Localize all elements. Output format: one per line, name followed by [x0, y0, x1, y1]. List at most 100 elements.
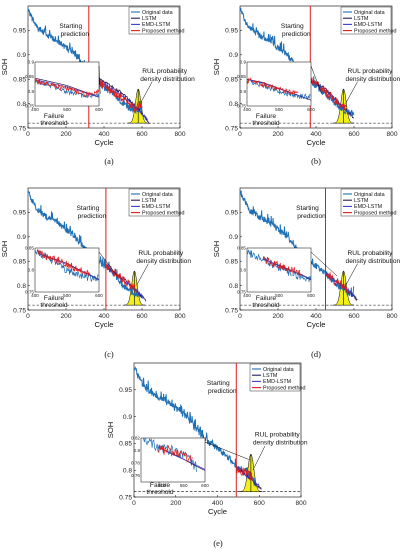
x-tick-label: 600 [136, 131, 147, 138]
panel-caption: (c) [104, 350, 114, 359]
y-tick-label: 0.75 [225, 307, 238, 314]
inset-x-tick-label: 600 [307, 107, 315, 112]
inset-y-tick-label: 0.8 [28, 268, 35, 273]
start-annotation-line2: prediction [297, 213, 326, 220]
x-tick-label: 600 [254, 500, 265, 507]
rul-annotation-line2: density distribution [136, 258, 191, 265]
legend-label: EMD-LSTM [142, 204, 171, 210]
inset-x-tick-label: 500 [275, 107, 283, 112]
x-axis-label: Cycle [307, 320, 326, 329]
y-axis-label: SOH [212, 59, 221, 75]
inset-x-tick-label: 500 [158, 483, 166, 488]
legend-label: LSTM [142, 16, 157, 22]
y-tick-label: 0.95 [13, 210, 26, 217]
failure-annotation-line2: threshold [252, 120, 279, 127]
inset-x-tick-label: 550 [180, 483, 188, 488]
x-tick-label: 0 [26, 131, 30, 138]
start-annotation-line1: Starting [77, 205, 100, 212]
x-tick-label: 200 [272, 313, 283, 320]
x-tick-label: 200 [60, 313, 71, 320]
y-tick-label: 0.9 [123, 414, 132, 421]
inset-y-tick-label: 0.85 [237, 246, 246, 251]
legend-label: LSTM [142, 198, 157, 204]
start-annotation-line1: Starting [296, 205, 319, 212]
rul-annotation-line2: density distribution [140, 76, 195, 83]
y-axis-label: SOH [0, 59, 9, 75]
x-tick-label: 800 [295, 500, 306, 507]
x-tick-label: 0 [132, 500, 136, 507]
inset-y-tick-label: 0.76 [131, 473, 140, 478]
panel-c: 0 200 400 600 8000.750.80.850.90.95CycleSOHO… [0, 188, 191, 359]
y-tick-label: 0.85 [119, 441, 132, 448]
start-annotation-line2: prediction [78, 213, 107, 220]
inset-y-tick-label: 0.8 [134, 448, 141, 453]
inset-plot: 400 500 600 0.75 0.8 0.85 [237, 246, 315, 299]
y-tick-label: 0.9 [229, 234, 238, 241]
y-tick-label: 0.75 [225, 125, 238, 132]
legend-label: Original data [263, 367, 294, 373]
failure-annotation-line2: threshold [40, 120, 67, 127]
legend-label: Proposed method [354, 210, 397, 216]
y-tick-label: 0.95 [13, 28, 26, 35]
rul-annotation-line1: RUL probability [255, 432, 301, 439]
inset-y-tick-label: 0.75 [237, 104, 246, 109]
inset-x-tick-label: 500 [63, 293, 71, 298]
inset-y-tick-label: 0.82 [131, 436, 140, 441]
inset-y-tick-label: 0.8 [240, 268, 247, 273]
x-tick-label: 600 [136, 313, 147, 320]
x-tick-label: 0 [26, 313, 30, 320]
panel-a: 0 200 400 600 8000.750.80.850.90.95CycleSOHO… [0, 6, 195, 166]
inset-x-tick-label: 600 [95, 107, 103, 112]
start-annotation-line2: prediction [282, 31, 311, 38]
inset-x-tick-label: 600 [307, 293, 315, 298]
inset-x-tick-label: 600 [95, 293, 103, 298]
y-axis-label: SOH [106, 422, 115, 438]
y-tick-label: 0.95 [119, 387, 132, 394]
inset-y-tick-label: 0.8 [240, 89, 247, 94]
y-tick-label: 0.75 [13, 307, 26, 314]
inset-y-tick-label: 0.75 [25, 104, 34, 109]
inset-y-tick-label: 0.8 [28, 89, 35, 94]
failure-annotation-line2: threshold [146, 489, 173, 496]
inset-frame [141, 438, 205, 482]
x-tick-label: 800 [174, 313, 185, 320]
y-axis-label: SOH [212, 241, 221, 257]
legend-label: EMD-LSTM [354, 204, 383, 210]
inset-plot: 400 500 600 0.75 0.8 0.85 [25, 246, 103, 299]
panel-caption: (b) [311, 157, 321, 166]
inset-y-tick-label: 0.9 [28, 60, 35, 65]
x-tick-label: 200 [170, 500, 181, 507]
inset-y-tick-label: 0.85 [25, 246, 34, 251]
x-tick-label: 400 [310, 131, 321, 138]
x-tick-label: 400 [212, 500, 223, 507]
y-tick-label: 0.95 [225, 28, 238, 35]
y-tick-label: 0.85 [13, 259, 26, 266]
legend-label: EMD-LSTM [263, 379, 292, 385]
inset-plot: 400 500 6000.750.80.850.9 [237, 60, 315, 113]
start-annotation-line1: Starting [281, 23, 304, 30]
x-tick-label: 400 [98, 131, 109, 138]
x-axis-label: Cycle [95, 138, 114, 147]
inset-frame [247, 62, 311, 106]
legend-label: Original data [142, 10, 173, 16]
x-tick-label: 400 [310, 313, 321, 320]
y-tick-label: 0.9 [17, 234, 26, 241]
inset-x-tick-label: 500 [275, 293, 283, 298]
panel-e: 0 200 400 600 8000.750.80.850.90.95CycleSOHO… [106, 363, 308, 548]
inset-plot: 500 550 600 0.76 0.78 0.8 0.82 [131, 432, 209, 488]
panel-caption: (e) [213, 539, 223, 548]
legend-label: Proposed method [142, 210, 185, 216]
y-tick-label: 0.9 [17, 52, 26, 59]
failure-annotation-line1: Failure [256, 295, 276, 302]
legend-label: Original data [354, 10, 385, 16]
x-tick-label: 0 [238, 131, 242, 138]
x-axis-label: Cycle [208, 507, 227, 516]
y-tick-label: 0.95 [225, 210, 238, 217]
inset-x-tick-label: 600 [201, 483, 209, 488]
legend-label: Proposed method [354, 28, 397, 34]
legend-label: EMD-LSTM [354, 22, 383, 28]
failure-annotation-line1: Failure [44, 113, 64, 120]
legend-label: Original data [142, 192, 173, 198]
panel-caption: (a) [104, 157, 114, 166]
